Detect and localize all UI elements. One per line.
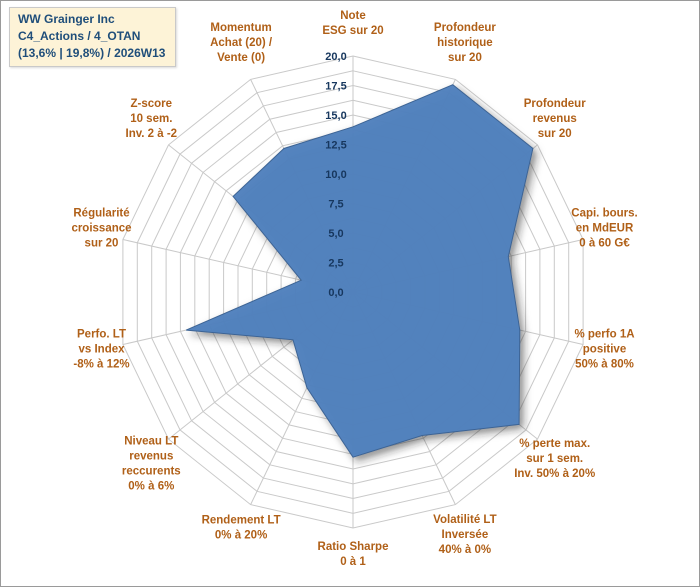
axis-labels: Note ESG sur 20 Profondeur historique sur 20… [71,10,637,568]
axis-label: Momentum Achat (20) / Vente (0) [210,22,273,64]
axis-label: Ratio Sharpe 0 à 1 [318,541,389,568]
axis-label: Perfo. LT vs Index -8% à 12% [73,329,129,371]
chart-title-box: WW Grainger Inc C4_Actions / 4_OTAN (13,… [9,7,177,67]
axis-label: Note ESG sur 20 [322,10,383,37]
radial-tick-labels: 0,0 2,5 5,0 7,5 10,0 12,5 15,0 17,5 20,0 [325,51,346,299]
chart-title-line-2: C4_Actions / 4_OTAN [18,29,141,43]
axis-label: Capi. bours. en MdEUR 0 à 60 G€ [571,207,637,249]
tick-label: 0,0 [328,287,343,299]
axis-label: Z-score 10 sem. Inv. 2 à -2 [126,98,178,140]
axis-label: Profondeur historique sur 20 [434,22,496,64]
tick-label: 10,0 [325,169,346,181]
axis-label: Rendement LT 0% à 20% [202,515,281,542]
tick-label: 17,5 [325,81,346,93]
tick-label: 7,5 [328,199,343,211]
radar-data-polygon [186,84,534,458]
tick-label: 20,0 [325,51,346,63]
chart-title-line-3: (13,6% | 19,8%) / 2026W13 [18,46,166,60]
chart-title-line-1: WW Grainger Inc [18,12,115,26]
axis-label: Régularité croissance sur 20 [71,207,131,249]
axis-label: % perfo 1A positive 50% à 80% [574,329,634,371]
tick-label: 5,0 [328,228,343,240]
axis-label: Niveau LT revenus reccurents 0% à 6% [122,435,181,492]
axis-label: Volatilité LT Inversée 40% à 0% [433,514,496,556]
axis-label: % perte max. sur 1 sem. Inv. 50% à 20% [514,438,595,480]
tick-label: 12,5 [325,140,346,152]
axis-label: Profondeur revenus sur 20 [524,98,586,140]
tick-label: 15,0 [325,110,346,122]
tick-label: 2,5 [328,258,343,270]
